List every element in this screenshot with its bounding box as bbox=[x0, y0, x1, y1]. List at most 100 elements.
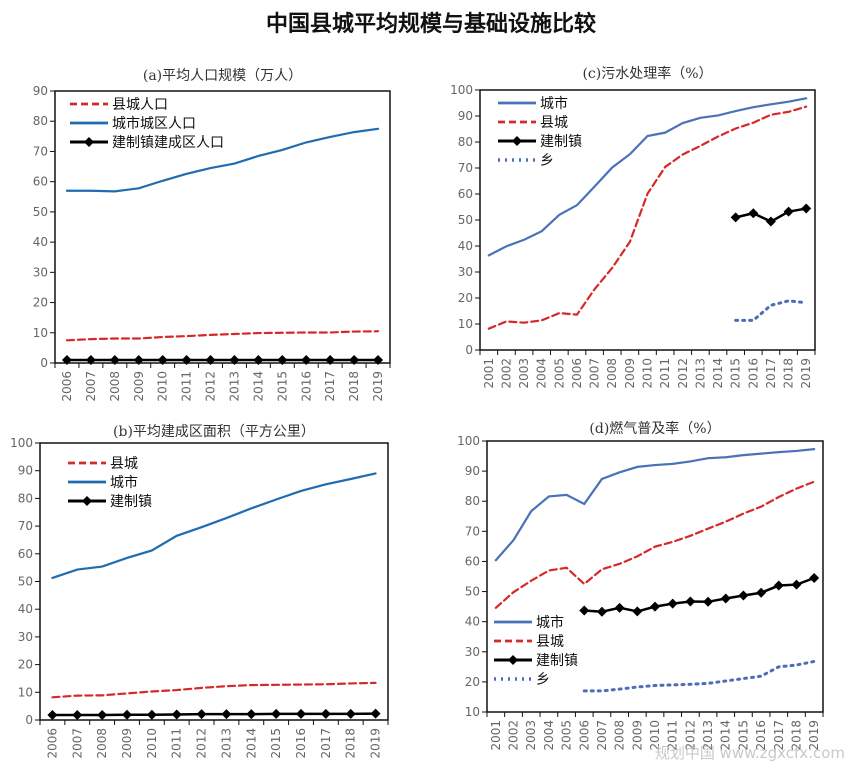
data-point bbox=[791, 579, 802, 590]
x-tick-label: 2019 bbox=[369, 728, 383, 759]
data-point bbox=[229, 354, 240, 365]
x-tick-label: 2016 bbox=[746, 358, 760, 389]
data-point bbox=[246, 709, 257, 720]
data-point bbox=[370, 708, 381, 719]
y-tick-label: 0 bbox=[40, 356, 48, 370]
data-point bbox=[196, 709, 207, 720]
data-point bbox=[301, 354, 312, 365]
y-tick-label: 50 bbox=[465, 585, 480, 599]
data-point bbox=[730, 212, 741, 223]
data-point bbox=[320, 708, 331, 719]
y-tick-label: 60 bbox=[465, 554, 480, 568]
series-line bbox=[51, 472, 377, 579]
y-tick-label: 60 bbox=[458, 187, 473, 201]
data-point bbox=[97, 710, 108, 721]
data-point bbox=[61, 354, 72, 365]
y-tick-label: 40 bbox=[33, 235, 48, 249]
series-城市 bbox=[494, 448, 816, 562]
series-line bbox=[65, 127, 380, 193]
x-tick-label: 2015 bbox=[269, 728, 283, 759]
legend-marker bbox=[84, 137, 94, 147]
data-point bbox=[801, 203, 812, 214]
x-tick-label: 2018 bbox=[344, 728, 358, 759]
series-县城人口 bbox=[65, 330, 380, 342]
data-point bbox=[632, 606, 643, 617]
data-point bbox=[783, 206, 794, 217]
y-tick-label: 90 bbox=[33, 84, 48, 98]
legend-label: 县城 bbox=[110, 456, 138, 472]
y-tick-label: 20 bbox=[18, 658, 33, 672]
panel-d: (d)燃气普及率（%） 10 20 30 40 50 60 70 80 90 100 2001 2002… bbox=[457, 420, 824, 751]
x-tick-label: 2009 bbox=[120, 728, 134, 759]
y-tick-label: 30 bbox=[465, 645, 480, 659]
panel-title: (d)燃气普及率（%） bbox=[589, 420, 720, 437]
y-tick-label: 20 bbox=[465, 675, 480, 689]
series-城市 bbox=[487, 97, 808, 257]
x-tick-label: 2015 bbox=[275, 371, 289, 402]
y-tick-label: 70 bbox=[33, 144, 48, 158]
x-tick-label: 2014 bbox=[251, 371, 265, 402]
x-tick-label: 2007 bbox=[595, 720, 609, 751]
x-tick-label: 2007 bbox=[588, 358, 602, 389]
x-tick-label: 2008 bbox=[605, 358, 619, 389]
x-tick-label: 2014 bbox=[244, 728, 258, 759]
x-tick-label: 2012 bbox=[683, 720, 697, 751]
data-point bbox=[221, 709, 232, 720]
x-tick-label: 2014 bbox=[711, 358, 725, 389]
x-tick-label: 2017 bbox=[319, 728, 333, 759]
x-tick-label: 2008 bbox=[613, 720, 627, 751]
x-tick-label: 2018 bbox=[782, 358, 796, 389]
data-point bbox=[685, 596, 696, 607]
y-tick-label: 80 bbox=[458, 135, 473, 149]
y-tick-label: 90 bbox=[18, 464, 33, 478]
x-tick-label: 2001 bbox=[489, 720, 503, 751]
data-point bbox=[181, 354, 192, 365]
legend-label: 县城 bbox=[540, 115, 568, 131]
x-tick-label: 2005 bbox=[552, 358, 566, 389]
y-tick-label: 40 bbox=[458, 239, 473, 253]
x-tick-label: 2004 bbox=[542, 720, 556, 751]
y-tick-label: 90 bbox=[458, 109, 473, 123]
x-tick-label: 2012 bbox=[676, 358, 690, 389]
series-line bbox=[494, 480, 816, 609]
series-line bbox=[494, 448, 816, 562]
data-point bbox=[809, 573, 820, 584]
y-tick-label: 50 bbox=[33, 205, 48, 219]
y-tick-label: 30 bbox=[33, 265, 48, 279]
y-tick-label: 80 bbox=[18, 491, 33, 505]
x-tick-label: 2007 bbox=[70, 728, 84, 759]
data-point bbox=[277, 354, 288, 365]
y-tick-label: 10 bbox=[465, 705, 480, 719]
x-tick-label: 2011 bbox=[180, 371, 194, 402]
x-tick-label: 2005 bbox=[560, 720, 574, 751]
series-县城 bbox=[487, 105, 808, 330]
y-tick-label: 60 bbox=[18, 547, 33, 561]
x-tick-label: 2002 bbox=[499, 358, 513, 389]
x-tick-label: 2011 bbox=[170, 728, 184, 759]
y-tick-label: 20 bbox=[33, 296, 48, 310]
data-point bbox=[748, 208, 759, 219]
x-tick-label: 2015 bbox=[736, 720, 750, 751]
y-tick-label: 70 bbox=[458, 161, 473, 175]
legend-marker bbox=[508, 655, 518, 665]
data-point bbox=[765, 216, 776, 227]
series-line bbox=[487, 105, 808, 330]
x-tick-label: 2003 bbox=[517, 358, 531, 389]
data-point bbox=[738, 590, 749, 601]
data-point bbox=[650, 601, 660, 612]
y-tick-label: 70 bbox=[465, 524, 480, 538]
x-tick-label: 2013 bbox=[227, 371, 241, 402]
x-tick-label: 2016 bbox=[299, 371, 313, 402]
x-tick-label: 2010 bbox=[156, 371, 170, 402]
series-乡 bbox=[582, 659, 816, 693]
x-tick-label: 2018 bbox=[789, 720, 803, 751]
legend-label: 县城人口 bbox=[112, 97, 168, 113]
y-tick-label: 10 bbox=[33, 326, 48, 340]
data-point bbox=[157, 354, 168, 365]
series-县城 bbox=[51, 681, 377, 699]
data-point bbox=[122, 709, 132, 720]
data-point bbox=[72, 710, 83, 721]
x-tick-label: 2012 bbox=[195, 728, 209, 759]
